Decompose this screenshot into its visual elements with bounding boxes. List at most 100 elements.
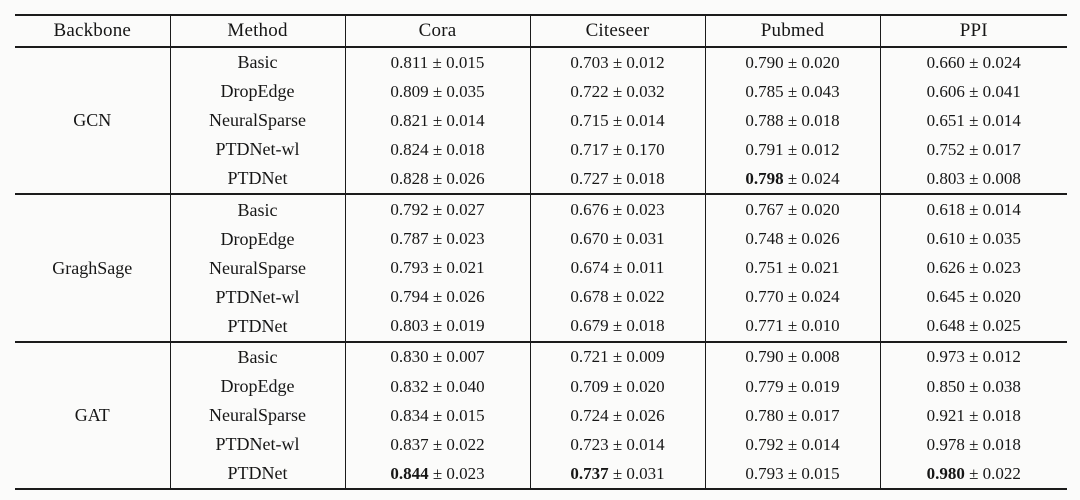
result-cell: 0.648 ± 0.025: [880, 312, 1067, 342]
method-cell: Basic: [170, 47, 346, 78]
mean-value: 0.798: [745, 168, 784, 188]
std-value: ± 0.035: [964, 229, 1021, 249]
table-row: DropEdge 0.787 ± 0.023 0.670 ± 0.031 0.748 …: [15, 224, 1067, 254]
mean-value: 0.803: [926, 168, 965, 188]
std-value: ± 0.012: [608, 52, 665, 72]
std-value: ± 0.010: [783, 316, 840, 336]
std-value: ± 0.014: [608, 110, 665, 130]
result-cell: 0.788 ± 0.018: [705, 106, 881, 136]
results-table-container: Backbone Method Cora Citeseer Pubmed PPI GCN B…: [15, 14, 1067, 491]
result-cell: 0.850 ± 0.038: [880, 372, 1067, 401]
table-row: PTDNet-wl 0.837 ± 0.022 0.723 ± 0.014 0.792…: [15, 430, 1067, 460]
result-cell: 0.721 ± 0.009: [530, 341, 706, 373]
std-value: ± 0.022: [964, 463, 1021, 483]
result-cell: 0.798 ± 0.024: [705, 164, 881, 195]
std-value: ± 0.026: [783, 229, 840, 249]
mean-value: 0.837: [390, 434, 429, 454]
mean-value: 0.767: [745, 200, 784, 220]
std-value: ± 0.024: [783, 168, 840, 188]
std-value: ± 0.020: [964, 287, 1021, 307]
result-cell: 0.792 ± 0.014: [705, 430, 881, 460]
mean-value: 0.752: [926, 139, 965, 159]
method-cell: DropEdge: [170, 372, 346, 402]
mean-value: 0.980: [926, 463, 965, 483]
method-cell: PTDNet-wl: [170, 135, 346, 165]
result-cell: 0.811 ± 0.015: [345, 47, 531, 78]
result-cell: 0.606 ± 0.041: [880, 77, 1067, 106]
result-cell: 0.645 ± 0.020: [880, 283, 1067, 312]
std-value: ± 0.024: [783, 287, 840, 307]
mean-value: 0.787: [390, 229, 429, 249]
result-cell: 0.824 ± 0.018: [345, 135, 531, 165]
std-value: ± 0.041: [964, 81, 1021, 101]
backbone-group-gcn: GCN Basic 0.811 ± 0.015 0.703 ± 0.012 0.790 …: [15, 47, 1067, 195]
result-cell: 0.626 ± 0.023: [880, 254, 1067, 283]
result-cell: 0.767 ± 0.020: [705, 194, 881, 225]
mean-value: 0.660: [926, 52, 965, 72]
results-table: Backbone Method Cora Citeseer Pubmed PPI GCN B…: [15, 14, 1067, 491]
result-cell: 0.973 ± 0.012: [880, 342, 1067, 372]
result-cell: 0.790 ± 0.008: [705, 341, 881, 373]
result-cell: 0.679 ± 0.018: [530, 311, 706, 342]
method-cell: NeuralSparse: [170, 253, 346, 283]
column-header-ppi: PPI: [959, 20, 988, 41]
std-value: ± 0.026: [608, 405, 665, 425]
mean-value: 0.830: [390, 347, 429, 367]
mean-value: 0.606: [926, 81, 965, 101]
std-value: ± 0.008: [964, 168, 1021, 188]
result-cell: 0.737 ± 0.031: [530, 459, 706, 490]
std-value: ± 0.018: [608, 316, 665, 336]
std-value: ± 0.024: [964, 52, 1021, 72]
std-value: ± 0.021: [783, 258, 840, 278]
std-value: ± 0.019: [428, 316, 485, 336]
mean-value: 0.809: [390, 81, 429, 101]
mean-value: 0.645: [926, 287, 965, 307]
mean-value: 0.674: [570, 258, 609, 278]
result-cell: 0.832 ± 0.040: [345, 372, 531, 402]
mean-value: 0.790: [745, 52, 784, 72]
mean-value: 0.737: [570, 463, 609, 483]
result-cell: 0.703 ± 0.012: [530, 47, 706, 78]
result-cell: 0.793 ± 0.015: [705, 459, 881, 490]
result-cell: 0.660 ± 0.024: [880, 47, 1067, 77]
mean-value: 0.722: [570, 81, 609, 101]
mean-value: 0.721: [570, 347, 609, 367]
mean-value: 0.785: [745, 81, 784, 101]
table-row: GCN Basic 0.811 ± 0.015 0.703 ± 0.012 0.790 …: [15, 47, 1067, 195]
mean-value: 0.973: [926, 347, 965, 367]
result-cell: 0.651 ± 0.014: [880, 106, 1067, 135]
result-cell: 0.792 ± 0.027: [345, 194, 531, 225]
result-cell: 0.752 ± 0.017: [880, 135, 1067, 164]
result-cell: 0.844 ± 0.023: [345, 459, 531, 490]
result-cell: 0.676 ± 0.023: [530, 194, 706, 225]
backbone-cell: GraghSage: [15, 194, 171, 342]
table-row: PTDNet 0.803 ± 0.019 0.679 ± 0.018 0.771 ± …: [15, 311, 1067, 342]
mean-value: 0.850: [926, 376, 965, 396]
table-row: DropEdge 0.832 ± 0.040 0.709 ± 0.020 0.779 …: [15, 372, 1067, 402]
std-value: ± 0.043: [783, 81, 840, 101]
result-cell: 0.921 ± 0.018: [880, 401, 1067, 430]
mean-value: 0.834: [390, 405, 429, 425]
std-value: ± 0.012: [964, 347, 1021, 367]
mean-value: 0.610: [926, 229, 965, 249]
std-value: ± 0.018: [964, 434, 1021, 454]
column-header-backbone: Backbone: [15, 15, 171, 47]
mean-value: 0.794: [390, 287, 429, 307]
result-cell: 0.793 ± 0.021: [345, 253, 531, 283]
result-cell: 0.678 ± 0.022: [530, 282, 706, 312]
std-value: ± 0.018: [964, 405, 1021, 425]
mean-value: 0.626: [926, 258, 965, 278]
column-header-cora: Cora: [345, 15, 531, 47]
std-value: ± 0.035: [428, 81, 485, 101]
result-cell: 0.821 ± 0.014: [345, 106, 531, 136]
mean-value: 0.679: [570, 316, 609, 336]
std-value: ± 0.027: [428, 200, 485, 220]
method-cell: DropEdge: [170, 77, 346, 107]
result-cell: 0.779 ± 0.019: [705, 372, 881, 402]
std-value: ± 0.019: [783, 376, 840, 396]
result-cell: 0.785 ± 0.043: [705, 77, 881, 107]
std-value: ± 0.015: [783, 463, 840, 483]
mean-value: 0.811: [390, 52, 429, 72]
mean-value: 0.751: [745, 258, 784, 278]
column-header-method: Method: [170, 15, 346, 47]
